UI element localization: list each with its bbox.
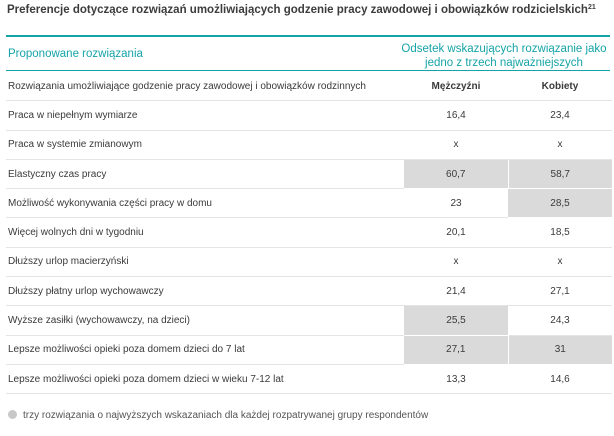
column-header-women: Kobiety bbox=[508, 72, 612, 102]
table-row: Możliwość wykonywania części pracy w dom… bbox=[6, 188, 612, 219]
table-row: Dłuższy płatny urlop wychowawczy 21,4 27… bbox=[6, 276, 612, 307]
value-women-highlighted: 31 bbox=[507, 335, 612, 365]
table-row: Więcej wolnych dni w tygodniu 20,1 18,5 bbox=[6, 217, 612, 248]
value-men: 13,3 bbox=[404, 364, 508, 395]
table-row: Lepsze możliwości opieki poza domem dzie… bbox=[6, 335, 612, 365]
row-label: Więcej wolnych dni w tygodniu bbox=[6, 217, 404, 248]
value-men: 16,4 bbox=[404, 100, 508, 131]
value-men: 23 bbox=[404, 188, 508, 219]
row-label: Praca w niepełnym wymiarze bbox=[6, 100, 404, 131]
row-label: Możliwość wykonywania części pracy w dom… bbox=[6, 188, 404, 219]
value-women: 23,4 bbox=[508, 100, 612, 131]
value-women-highlighted: 58,7 bbox=[507, 159, 612, 190]
table-title: Preferencje dotyczące rozwiązań umożliwi… bbox=[7, 4, 596, 16]
row-label: Lepsze możliwości opieki poza domem dzie… bbox=[6, 335, 404, 365]
row-label: Wyższe zasiłki (wychowawczy, na dzieci) bbox=[6, 305, 404, 336]
value-women: x bbox=[508, 247, 612, 278]
table-row: Wyższe zasiłki (wychowawczy, na dzieci) … bbox=[6, 305, 612, 336]
header-share-indicating: Odsetek wskazujących rozwiązanie jako je… bbox=[401, 43, 607, 69]
footnote-marker: 21 bbox=[587, 4, 596, 11]
table-row: Praca w systemie zmianowym x x bbox=[6, 130, 612, 160]
column-header-men: Mężczyźni bbox=[404, 72, 508, 102]
value-men-highlighted: 27,1 bbox=[404, 335, 508, 365]
table-row: Praca w niepełnym wymiarze 16,4 23,4 bbox=[6, 100, 612, 131]
legend: trzy rozwiązania o najwyższych wskazania… bbox=[8, 410, 428, 421]
legend-text: trzy rozwiązania o najwyższych wskazania… bbox=[23, 410, 429, 421]
value-women: x bbox=[508, 130, 612, 160]
value-men: 20,1 bbox=[404, 217, 508, 248]
row-label: Lepsze możliwości opieki poza domem dzie… bbox=[6, 364, 404, 395]
table-header-row: Rozwiązania umożliwiające godzenie pracy… bbox=[6, 72, 612, 102]
value-men: 21,4 bbox=[404, 276, 508, 307]
value-women: 27,1 bbox=[508, 276, 612, 307]
row-label: Praca w systemie zmianowym bbox=[6, 130, 404, 160]
row-label: Elastyczny czas pracy bbox=[6, 159, 404, 190]
row-label: Dłuższy urlop macierzyński bbox=[6, 247, 404, 278]
row-label: Dłuższy płatny urlop wychowawczy bbox=[6, 276, 404, 307]
header-top-rule bbox=[6, 35, 610, 37]
value-women: 24,3 bbox=[508, 305, 612, 336]
value-men-highlighted: 25,5 bbox=[404, 305, 508, 336]
preferences-table: Rozwiązania umożliwiające godzenie pracy… bbox=[6, 72, 612, 395]
header-proposed-solutions: Proponowane rozwiązania bbox=[8, 48, 143, 60]
value-women: 14,6 bbox=[508, 364, 612, 395]
value-women-highlighted: 28,5 bbox=[508, 188, 612, 219]
value-men-highlighted: 60,7 bbox=[404, 159, 508, 190]
value-women: 18,5 bbox=[508, 217, 612, 248]
legend-swatch-icon bbox=[8, 410, 17, 419]
table-row: Lepsze możliwości opieki poza domem dzie… bbox=[6, 364, 612, 395]
table-row: Elastyczny czas pracy 60,7 58,7 bbox=[6, 159, 612, 190]
value-men: x bbox=[404, 130, 508, 160]
value-men: x bbox=[404, 247, 508, 278]
first-row-label: Rozwiązania umożliwiające godzenie pracy… bbox=[6, 72, 404, 102]
table-row: Dłuższy urlop macierzyński x x bbox=[6, 247, 612, 278]
header-bottom-rule bbox=[6, 70, 610, 71]
